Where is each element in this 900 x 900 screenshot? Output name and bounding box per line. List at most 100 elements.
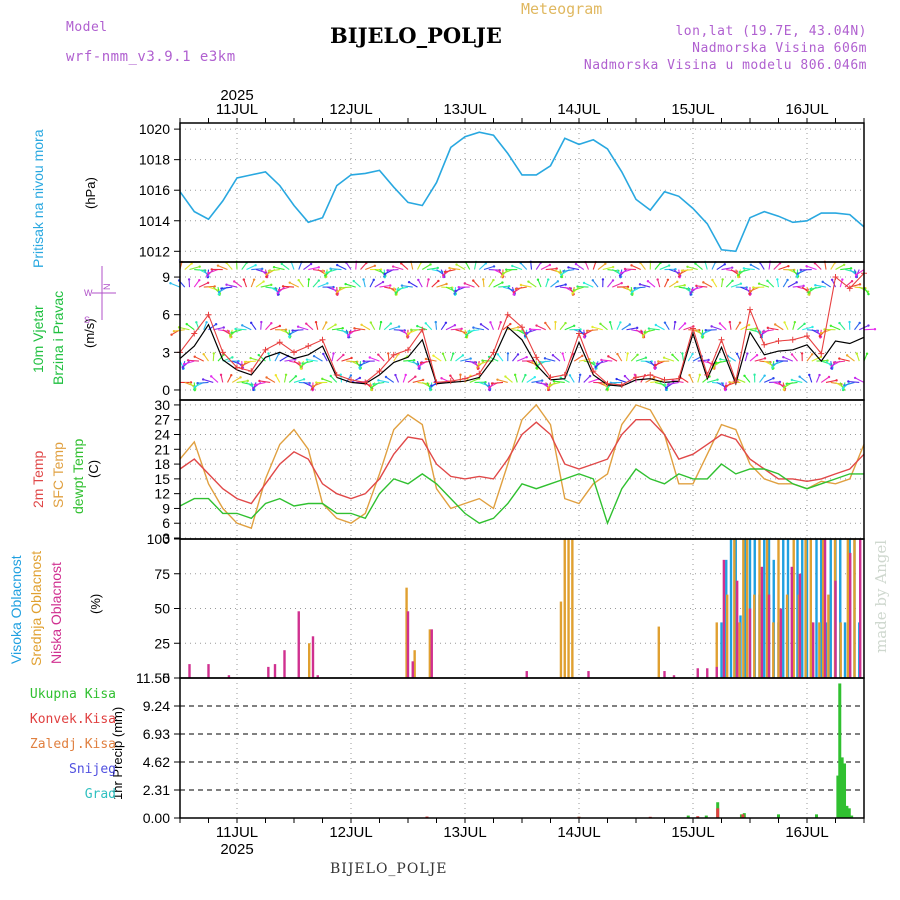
wind-arrow bbox=[203, 353, 209, 362]
wind-arrow-head bbox=[506, 352, 510, 355]
wind-arrow-head bbox=[377, 379, 380, 382]
wind-arrow-head bbox=[653, 366, 656, 370]
wind-arrow-head bbox=[838, 357, 841, 360]
wind-arrow-head bbox=[489, 321, 492, 324]
wind-arrow-head bbox=[512, 293, 515, 296]
wind-arrow-head bbox=[591, 279, 595, 282]
precip-bar bbox=[716, 808, 720, 818]
wind-arrow-head bbox=[778, 380, 782, 384]
wind-arrow-head bbox=[710, 325, 713, 328]
wind-arrow bbox=[260, 284, 272, 288]
wind-arrow bbox=[584, 261, 590, 270]
wind-arrow-head bbox=[763, 374, 766, 377]
wind-arrow-head bbox=[448, 266, 451, 270]
wind-gust-marker bbox=[291, 349, 297, 356]
wind-arrow-head bbox=[417, 365, 421, 368]
precip-bar bbox=[741, 814, 745, 818]
wind-arrow bbox=[498, 285, 510, 288]
wind-arrow bbox=[362, 279, 366, 288]
wind-arrow bbox=[360, 262, 367, 270]
wind-arrow-head bbox=[429, 263, 432, 266]
wind-arrow-head bbox=[799, 268, 802, 272]
wind-arrow-head bbox=[329, 267, 332, 270]
wind-arrow bbox=[385, 376, 395, 383]
cloud-bar bbox=[706, 668, 709, 678]
y-tick-label: 30 bbox=[154, 397, 170, 413]
wind-arrow bbox=[679, 376, 689, 383]
wind-gust-marker bbox=[804, 333, 810, 340]
wind-arrow bbox=[855, 269, 865, 276]
wind-arrow bbox=[355, 261, 357, 270]
wind-arrow-head bbox=[676, 280, 679, 284]
wind-arrow bbox=[639, 283, 651, 288]
wind-arrow-head bbox=[711, 278, 714, 282]
wind-arrow-head bbox=[193, 385, 196, 389]
cloud-bar bbox=[834, 580, 837, 678]
wind-arrow-head bbox=[830, 364, 833, 368]
wind-arrow-head bbox=[225, 283, 228, 286]
wind-arrow-head bbox=[377, 353, 380, 356]
wind-arrow bbox=[664, 279, 669, 288]
wind-arrow-head bbox=[252, 278, 256, 281]
wind-arrow-head bbox=[666, 278, 670, 281]
wind-arrow-head bbox=[533, 375, 536, 379]
wind-arrow bbox=[624, 375, 632, 383]
wind-arrow-head bbox=[382, 275, 386, 278]
wind-arrow bbox=[268, 268, 280, 272]
wind-arrow-head bbox=[220, 287, 223, 290]
wind-arrow bbox=[545, 268, 557, 271]
wind-arrow bbox=[822, 281, 832, 288]
wind-arrow bbox=[435, 322, 438, 330]
wind-arrow-head bbox=[583, 333, 586, 336]
cloud-bar bbox=[827, 594, 830, 678]
wind-arrow-head bbox=[239, 376, 242, 379]
wind-arrow bbox=[806, 353, 813, 362]
wind-arrow-head bbox=[582, 335, 586, 338]
wind-arrow-head bbox=[288, 332, 291, 336]
cloud-bar bbox=[849, 552, 852, 678]
wind-arrow-head bbox=[412, 358, 416, 362]
wind-arrow bbox=[768, 261, 771, 270]
wind-arrow-head bbox=[348, 330, 352, 334]
wind-arrow bbox=[844, 268, 856, 273]
wind-arrow bbox=[711, 279, 718, 288]
cloud-bar bbox=[188, 664, 191, 678]
wind-arrow bbox=[648, 327, 660, 331]
cloud-bar bbox=[297, 611, 300, 678]
wind-arrow bbox=[308, 266, 319, 271]
x-tick-label-top: 15JUL bbox=[671, 101, 714, 118]
wind-arrow bbox=[290, 261, 295, 270]
wind-arrow bbox=[502, 269, 513, 274]
wind-arrow bbox=[663, 357, 675, 362]
wind-arrow bbox=[564, 325, 575, 331]
cloud-bar bbox=[767, 594, 771, 678]
wind-arrow bbox=[764, 377, 774, 383]
wind-arrow bbox=[217, 265, 228, 271]
wind-arrow-head bbox=[785, 382, 788, 385]
wind-arrow-head bbox=[585, 329, 589, 333]
wind-arrow-head bbox=[516, 353, 520, 356]
cloud-bar bbox=[763, 539, 766, 678]
wind-arrow bbox=[408, 281, 418, 288]
x-tick-label-top: 16JUL bbox=[785, 101, 828, 118]
wind-arrow-head bbox=[305, 358, 309, 361]
wind-arrow-head bbox=[853, 376, 857, 380]
wind-arrow bbox=[634, 374, 637, 383]
wind-arrow-head bbox=[641, 334, 645, 337]
wind-arrow-head bbox=[790, 353, 794, 356]
wind-arrow-head bbox=[276, 291, 279, 295]
wind-arrow-head bbox=[384, 375, 388, 379]
wind-arrow-head bbox=[479, 323, 483, 326]
wind-arrow bbox=[621, 269, 632, 274]
wind-arrow-head bbox=[430, 384, 433, 387]
wind-arrow bbox=[488, 279, 494, 288]
legend-freezing-rain: Zaledj.Kisa bbox=[29, 737, 116, 752]
wind-arrow bbox=[231, 376, 241, 383]
wind-arrow-head bbox=[490, 382, 494, 385]
cloud-bar bbox=[843, 622, 847, 678]
wind-arrow-head bbox=[427, 278, 430, 281]
location-coords: lon,lat (19.7E, 43.04N) bbox=[675, 24, 867, 39]
wind-arrow-head bbox=[440, 377, 443, 380]
y-tick-label: 21 bbox=[154, 441, 170, 457]
wind-arrow-head bbox=[695, 284, 698, 288]
